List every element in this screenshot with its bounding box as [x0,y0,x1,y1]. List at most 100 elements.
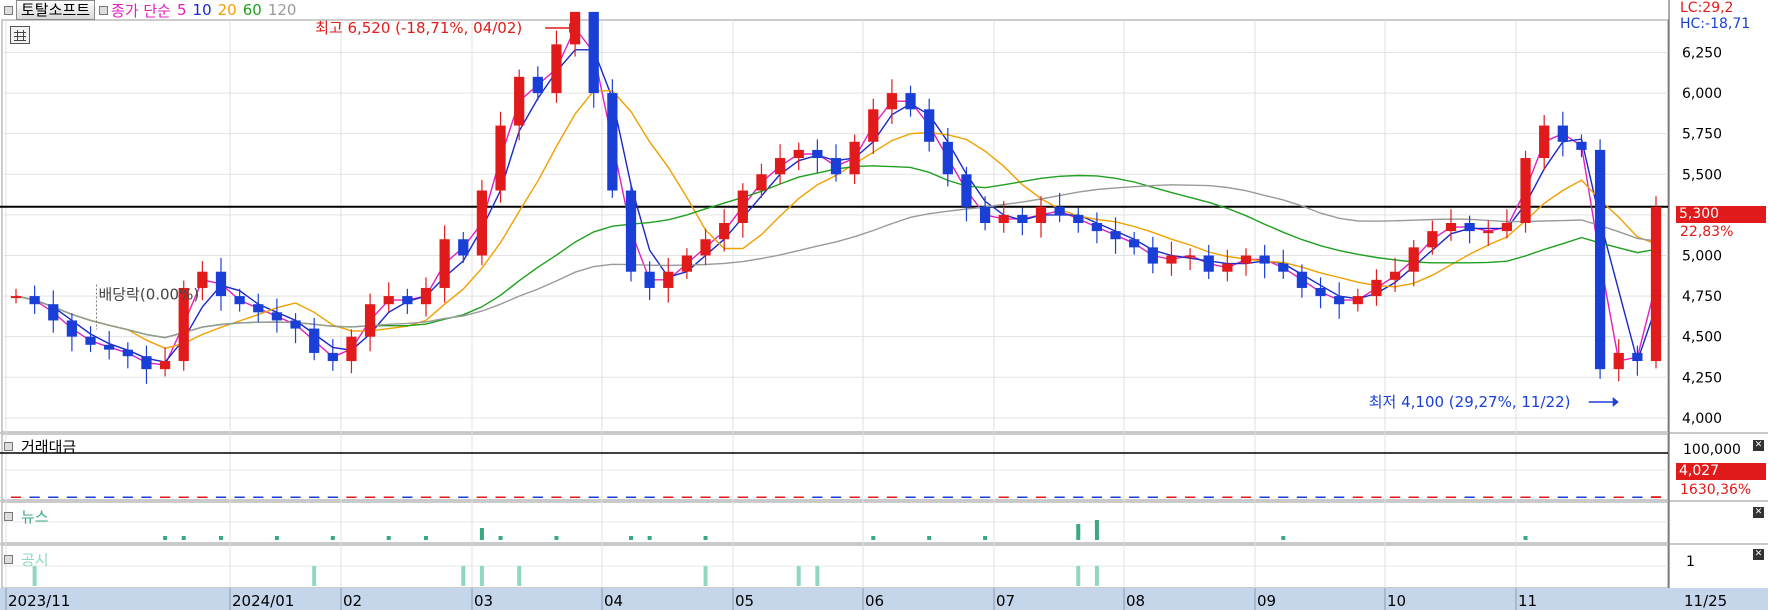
news-bar [1076,524,1081,540]
candle-body [1315,287,1326,297]
volume-bar [1352,496,1363,498]
ma-label-20[interactable]: 20 [217,1,237,19]
volume-bar [812,496,823,498]
volume-bar [1222,496,1233,498]
x-tick-label: 2024/01 [232,592,294,610]
volume-bar [625,496,637,498]
volume-bar [1035,496,1047,498]
candle-body [774,158,786,175]
candle-body [1334,296,1345,305]
candle-body [159,361,171,370]
candle-body [588,11,599,94]
volume-bar [719,496,730,498]
volume-bar [476,496,488,498]
candle-body [48,304,59,321]
candle-body [1129,239,1140,248]
stock-name-button[interactable]: 토탈소프트 [16,0,96,20]
disclosure-panel-label: 공시 [4,549,49,570]
close-news-panel-icon[interactable]: ✕ [1753,507,1764,518]
volume-bar [234,496,245,498]
ma-label-60[interactable]: 60 [242,1,262,19]
news-bar [1523,536,1528,540]
volume-toggle-icon[interactable] [4,442,13,451]
news-panel-title: 뉴스 [21,508,49,526]
lc-label: LC:29,2 [1680,0,1734,16]
panel-separator [0,543,1768,545]
volume-bar [569,496,581,498]
volume-bar [1427,496,1438,498]
candle-body [309,328,320,353]
volume-bar [141,496,152,498]
candle-body [364,304,376,337]
ma-label-5[interactable]: 5 [176,1,187,19]
close-volume-panel-icon[interactable]: ✕ [1753,440,1764,451]
volume-bar [253,496,264,498]
chart-header: 토탈소프트 종가 단순 5 10 20 60 120 [0,0,296,20]
news-bar [163,536,168,540]
candle-body [1296,271,1308,288]
volume-bar [532,496,543,498]
volume-bar [1184,496,1196,498]
volume-bar [681,496,693,498]
volume-bar [1464,496,1475,498]
indicator-toggle-icon[interactable] [99,5,109,15]
volume-bar [663,496,674,498]
x-tick-label: 09 [1257,592,1276,610]
candle-body [1539,125,1550,159]
volume-bar [1259,496,1270,498]
candle-body [346,336,357,362]
volume-bar [1371,496,1382,498]
candle-body [1054,206,1065,215]
volume-bar [420,496,432,498]
close-disclosure-panel-icon[interactable]: ✕ [1753,549,1764,560]
volume-bar [495,496,506,498]
candle-body [905,93,916,110]
price-change-label: 22,83% [1680,224,1734,240]
volume-bar [1166,496,1177,498]
candle-body [383,296,394,305]
disclosure-bar [32,566,37,586]
ma-label-10[interactable]: 10 [192,1,212,19]
candle-body [1352,296,1363,305]
volume-bar [215,496,227,498]
news-bar [274,536,279,540]
high-arrow-head [569,23,576,33]
disclosure-toggle-icon[interactable] [4,555,13,564]
price-type-label[interactable]: 종가 단순 [111,1,171,20]
reference-lines [0,205,1668,454]
volume-bar [1203,496,1214,498]
disclosure-bar [479,566,484,586]
y-tick-label: 4,000 [1682,411,1722,427]
volume-bar [1632,496,1643,498]
volume-bar [774,496,786,498]
candle-body [458,239,469,256]
news-bar [983,536,988,540]
ma-label-120[interactable]: 120 [267,1,297,19]
candle-body [924,109,935,142]
x-tick-label: 11 [1518,592,1537,610]
volume-change-label: 1630,36% [1680,482,1752,498]
news-bar [219,536,223,540]
panel-separator [0,432,1768,434]
candle-body [569,11,581,45]
volume-bar [1315,496,1326,498]
y-tick-label: 4,250 [1682,370,1722,386]
volume-axis-label: 100,000 [1683,442,1741,458]
candle-body [1520,158,1531,223]
table-view-icon[interactable] [10,26,30,44]
disclosure-axis-label: 1 [1686,554,1695,570]
volume-bar [514,496,525,498]
volume-bar [942,496,953,498]
disclosure-panel-title: 공시 [21,551,49,569]
panel-toggle-icon[interactable] [4,5,13,15]
y-tick-label: 5,500 [1682,167,1722,183]
news-bar [1281,536,1286,540]
candle-body [1427,231,1438,248]
news-toggle-icon[interactable] [4,512,13,521]
candle-body [644,271,655,288]
news-panel-label: 뉴스 [4,506,49,527]
volume-bar [793,496,804,498]
